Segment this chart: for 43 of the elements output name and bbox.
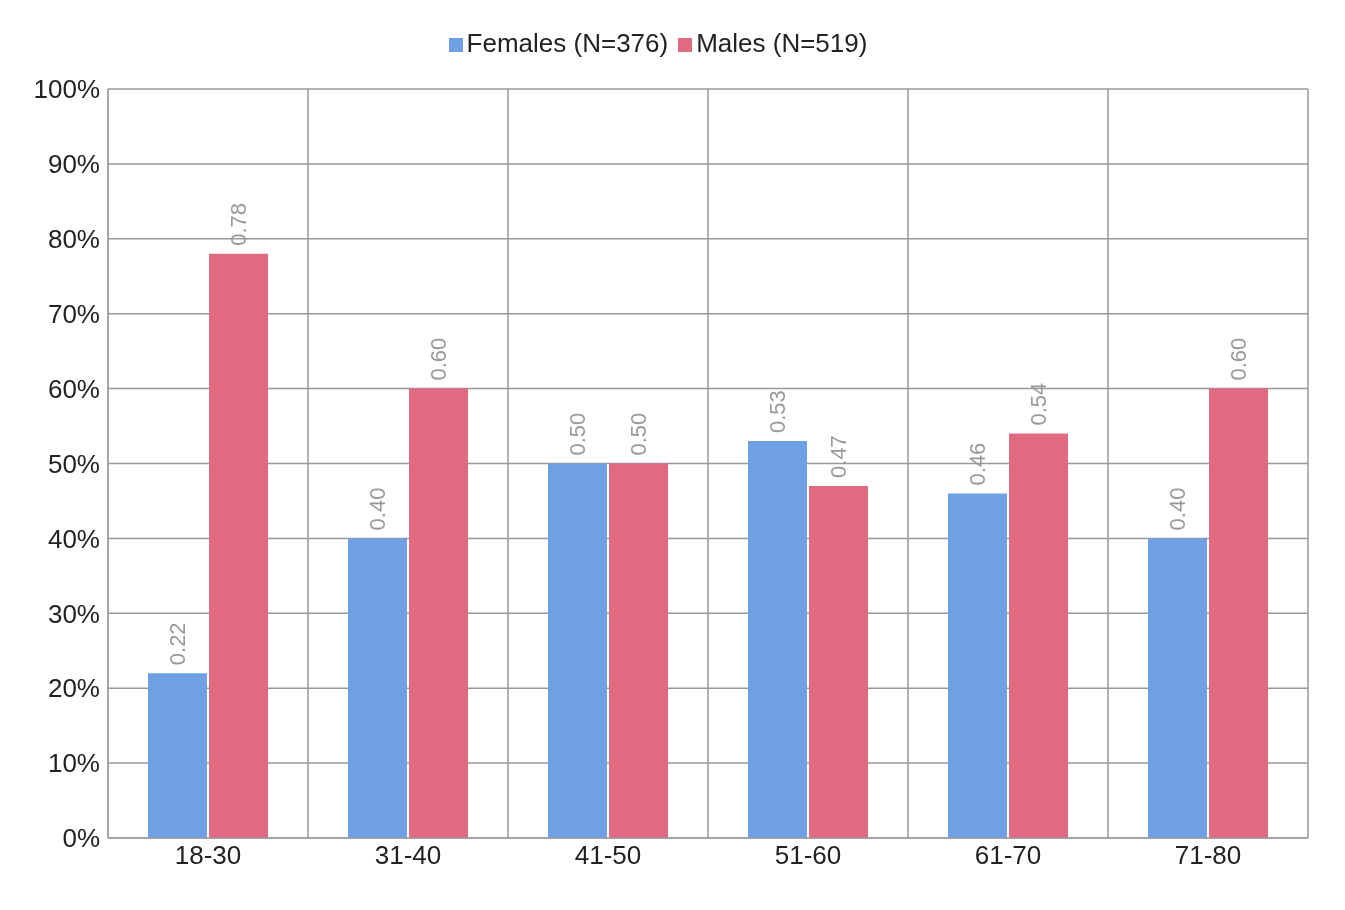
x-tick-label: 51-60: [774, 840, 842, 871]
legend-label: Males (N=519): [696, 28, 868, 58]
data-label: 0.60: [1226, 337, 1251, 381]
y-tick-label: 60%: [47, 373, 100, 404]
data-label: 0.47: [826, 435, 851, 478]
bar: [609, 463, 668, 838]
bar: [348, 538, 407, 838]
bar: [148, 673, 207, 838]
x-tick-label: 31-40: [374, 840, 442, 871]
y-tick-label: 50%: [47, 448, 100, 479]
data-label: 0.50: [626, 412, 651, 456]
data-label: 0.54: [1026, 382, 1051, 426]
data-label: 0.60: [426, 337, 451, 381]
y-tick-label: 80%: [47, 224, 100, 255]
bar: [409, 388, 468, 838]
data-label: 0.50: [565, 412, 590, 456]
y-tick-label: 30%: [47, 598, 100, 629]
x-tick-label: 18-30: [174, 840, 242, 871]
bar: [1009, 433, 1068, 838]
y-tick-label: 20%: [47, 673, 100, 704]
bar: [548, 463, 607, 838]
y-tick-label: 40%: [47, 523, 100, 554]
legend-label: Females (N=376): [466, 28, 669, 58]
bar: [748, 441, 807, 838]
bar: [809, 485, 868, 838]
bar: [1148, 538, 1207, 838]
y-tick-label: 90%: [47, 149, 100, 180]
x-tick-label: 41-50: [574, 840, 642, 871]
y-tick-label: 10%: [47, 748, 100, 779]
x-tick-label: 61-70: [974, 840, 1042, 871]
data-label: 0.40: [1165, 487, 1190, 531]
bar: [948, 493, 1007, 838]
bar: [209, 253, 268, 838]
x-tick-label: 71-80: [1174, 840, 1242, 871]
data-label: 0.78: [226, 202, 251, 246]
y-tick-label: 100%: [33, 74, 100, 105]
data-label: 0.22: [165, 622, 190, 666]
y-tick-label: 70%: [47, 298, 100, 329]
data-label: 0.46: [965, 442, 990, 486]
data-label: 0.53: [765, 390, 790, 434]
data-label: 0.40: [365, 487, 390, 531]
bar: [1209, 388, 1268, 838]
y-tick-label: 0%: [62, 823, 100, 854]
